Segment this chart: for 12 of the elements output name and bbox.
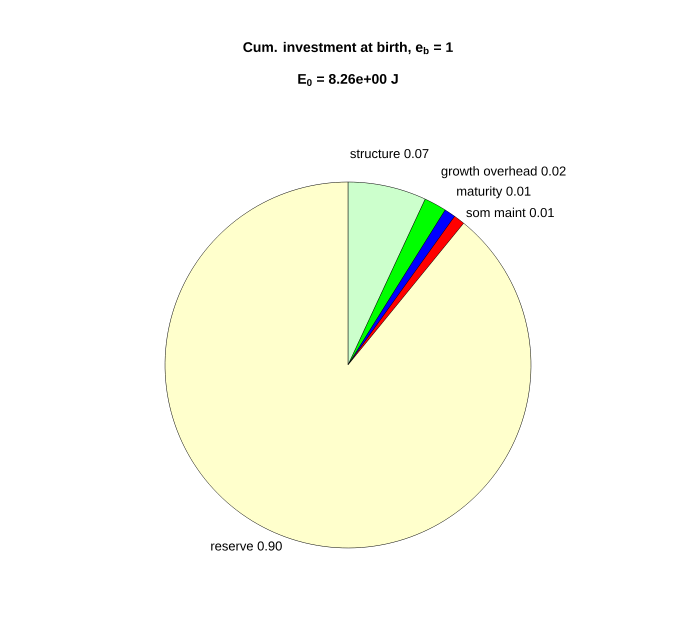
slice-label: growth overhead [441,166,537,178]
chart-title: Cum. investment at birth, e$_{b}$ = 1 [243,42,453,54]
slice-label: structure [350,150,400,158]
data-label: 0.07 [404,148,428,158]
slice-label: reserve [211,543,253,551]
data-label: 0.01 [530,208,554,218]
slice-label: maturity [457,186,502,198]
data-label: 0.02 [542,166,566,176]
chart-subtitle: E$_{0}$ = 8.26e+00 J [298,74,398,86]
data-label: 0.90 [258,541,282,551]
slice-label: som maint [466,208,526,218]
data-label: 0.01 [506,186,530,196]
